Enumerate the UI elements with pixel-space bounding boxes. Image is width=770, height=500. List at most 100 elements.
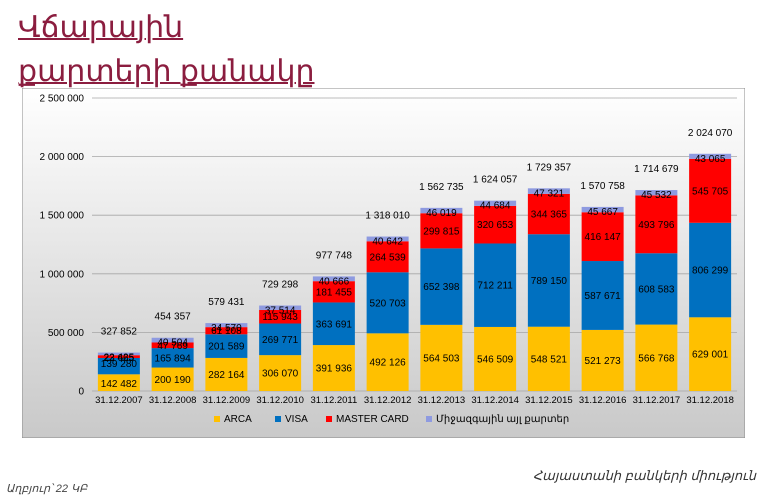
total-label: 1 318 010 bbox=[365, 211, 410, 222]
y-tick-label: 500 000 bbox=[48, 328, 85, 339]
data-label-arca: 200 190 bbox=[155, 375, 192, 386]
legend-swatch-arca bbox=[214, 416, 220, 422]
bar-segment-intl bbox=[151, 337, 194, 343]
legend-swatch-visa bbox=[275, 416, 281, 422]
bar-segment-arca bbox=[581, 329, 624, 391]
data-label-master: 61 108 bbox=[211, 326, 242, 337]
data-label-arca: 546 509 bbox=[477, 354, 514, 365]
total-label: 2 024 070 bbox=[688, 128, 733, 139]
total-label: 1 729 357 bbox=[527, 162, 572, 173]
data-label-visa: 712 211 bbox=[477, 281, 513, 292]
y-tick-label: 1 000 000 bbox=[40, 269, 85, 280]
bar-segment-arca bbox=[420, 324, 463, 391]
bar-segment-arca bbox=[312, 345, 355, 391]
x-tick-label: 31.12.2011 bbox=[310, 395, 357, 406]
bar-segment-intl bbox=[581, 206, 624, 213]
bar-segment-visa bbox=[97, 357, 140, 375]
data-label-arca: 521 273 bbox=[585, 356, 622, 367]
data-label-visa: 269 771 bbox=[262, 335, 299, 346]
bar-segment-arca bbox=[97, 374, 140, 391]
bar-segment-visa bbox=[312, 302, 355, 346]
bar-segment-intl bbox=[689, 153, 732, 159]
data-label-intl: 43 065 bbox=[695, 154, 726, 165]
total-label: 977 748 bbox=[316, 250, 353, 261]
data-label-arca: 282 164 bbox=[208, 370, 245, 381]
bar-segment-intl bbox=[366, 236, 409, 242]
data-label-visa: 139 280 bbox=[101, 359, 138, 370]
bar-segment-intl bbox=[312, 276, 355, 282]
legend-swatch-master bbox=[326, 416, 332, 422]
legend-label-visa: VISA bbox=[285, 414, 308, 425]
data-label-arca: 142 482 bbox=[101, 379, 138, 390]
x-tick-label: 31.12.2008 bbox=[149, 395, 197, 406]
bar-segment-visa bbox=[689, 222, 732, 318]
x-tick-label: 31.12.2012 bbox=[364, 395, 412, 406]
x-tick-label: 31.12.2018 bbox=[686, 395, 734, 406]
bar-segment-master bbox=[259, 309, 302, 324]
source-note: Աղբյուր՝ 22 ԿԲ bbox=[6, 483, 88, 495]
bar-segment-arca bbox=[689, 317, 732, 391]
bar-segment-visa bbox=[151, 348, 194, 368]
bar-segment-master bbox=[527, 193, 570, 235]
data-label-master: 299 815 bbox=[423, 226, 460, 237]
title-line-2: քարտերի քանակը bbox=[18, 55, 315, 88]
data-label-master: 416 147 bbox=[585, 232, 622, 243]
data-label-arca: 306 070 bbox=[262, 369, 299, 380]
y-tick-label: 2 500 000 bbox=[40, 94, 85, 105]
data-label-visa: 165 894 bbox=[155, 353, 192, 364]
data-label-intl: 45 532 bbox=[641, 190, 672, 201]
bar-segment-intl bbox=[474, 200, 517, 206]
bar-segment-master bbox=[151, 342, 194, 349]
data-label-master: 493 796 bbox=[638, 220, 675, 231]
total-label: 1 562 735 bbox=[419, 182, 464, 193]
bar-segment-intl bbox=[259, 305, 302, 310]
bar-segment-visa bbox=[366, 272, 409, 334]
x-tick-label: 31.12.2014 bbox=[471, 395, 519, 406]
bar-segment-visa bbox=[527, 234, 570, 327]
bar-segment-arca bbox=[474, 326, 517, 391]
bar-segment-arca bbox=[527, 326, 570, 391]
bar-segment-arca bbox=[259, 355, 302, 391]
data-label-visa: 520 703 bbox=[370, 298, 407, 309]
x-tick-label: 31.12.2016 bbox=[579, 395, 627, 406]
total-label: 1 570 758 bbox=[580, 181, 625, 192]
data-label-intl: 47 321 bbox=[534, 188, 565, 199]
total-label: 1 624 057 bbox=[473, 175, 518, 186]
x-tick-label: 31.12.2013 bbox=[418, 395, 466, 406]
x-tick-label: 31.12.2017 bbox=[633, 395, 681, 406]
data-label-master: 320 653 bbox=[477, 220, 514, 231]
bar-segment-intl bbox=[97, 352, 140, 356]
data-label-visa: 652 398 bbox=[423, 282, 460, 293]
data-label-master: 181 455 bbox=[316, 287, 353, 298]
legend-label-arca: ARCA bbox=[224, 414, 252, 425]
data-label-visa: 806 299 bbox=[692, 266, 729, 277]
bar-segment-visa bbox=[259, 323, 302, 356]
data-label-master: 23 665 bbox=[104, 353, 135, 364]
data-label-intl: 22 425 bbox=[104, 353, 135, 364]
data-label-intl: 40 666 bbox=[319, 276, 350, 287]
data-label-master: 47 769 bbox=[157, 341, 188, 352]
bar-segment-intl bbox=[420, 207, 463, 214]
total-label: 729 298 bbox=[262, 280, 299, 291]
organization-name: Հայաստանի բանկերի միություն bbox=[532, 468, 756, 483]
x-tick-label: 31.12.2010 bbox=[256, 395, 304, 406]
y-tick-label: 2 000 000 bbox=[40, 152, 85, 163]
data-label-visa: 201 589 bbox=[208, 342, 245, 353]
data-label-intl: 40 642 bbox=[372, 237, 403, 248]
total-label: 579 431 bbox=[208, 297, 245, 308]
bar-segment-master bbox=[205, 327, 248, 335]
data-label-arca: 548 521 bbox=[531, 354, 568, 365]
data-label-intl: 34 570 bbox=[211, 323, 242, 334]
page-title: Վճարային քարտերի քանակը bbox=[18, 6, 314, 94]
total-label: 1 714 679 bbox=[634, 164, 679, 175]
bar-segment-master bbox=[581, 212, 624, 262]
bar-segment-master bbox=[474, 205, 517, 244]
bar-segment-intl bbox=[635, 190, 678, 196]
data-label-visa: 608 583 bbox=[638, 284, 675, 295]
y-tick-label: 0 bbox=[78, 387, 84, 398]
bar-segment-master bbox=[420, 213, 463, 249]
data-label-master: 545 705 bbox=[692, 186, 729, 197]
bar-segment-arca bbox=[366, 333, 409, 391]
total-label: 327 852 bbox=[101, 327, 138, 338]
bar-segment-master bbox=[312, 281, 355, 303]
